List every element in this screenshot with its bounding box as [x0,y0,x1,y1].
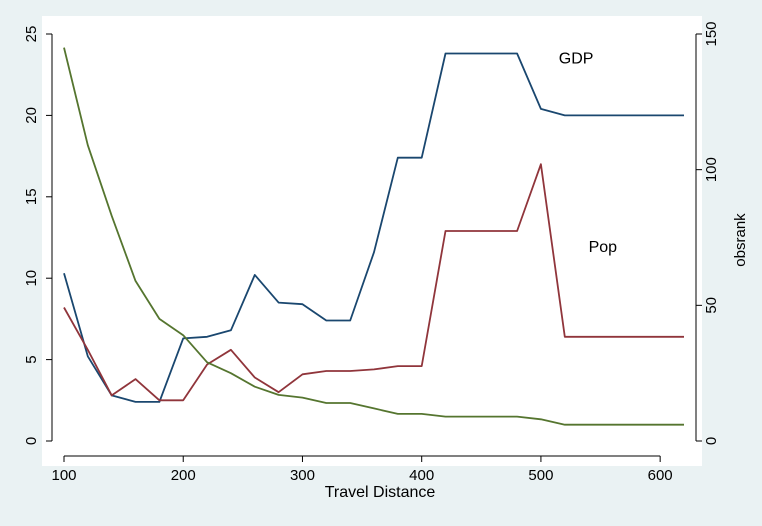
y-right-tick-label: 100 [703,157,720,182]
series-layer: GDP Pop [63,47,684,426]
series-3-line [63,47,684,426]
gdp-line [63,52,684,403]
annotation-gdp: GDP [559,50,594,67]
x-axis-title: Travel Distance [325,484,436,501]
y-left-tick-label: 20 [23,107,40,124]
pop-line [63,163,684,402]
y-left-tick-label: 10 [23,270,40,287]
y-left-tick-label: 5 [23,355,40,363]
plot-background [42,16,702,466]
x-tick-label: 500 [528,467,553,484]
x-tick-label: 200 [171,467,196,484]
y-left-tick-label: 0 [23,437,40,445]
axes-layer: 0 5 10 15 20 25 0 50 100 150 100 200 300 400 500 600 [23,21,720,484]
x-tick-label: 400 [409,467,434,484]
x-tick-label: 100 [51,467,76,484]
y-axis-right-title: obsrank [732,213,749,267]
y-right-tick-label: 150 [703,21,720,46]
y-right-tick-label: 50 [703,297,720,314]
y-left-tick-label: 15 [23,188,40,205]
annotation-pop: Pop [589,239,618,256]
x-tick-label: 300 [290,467,315,484]
y-right-tick-label: 0 [703,437,720,445]
y-left-tick-label: 25 [23,26,40,43]
x-tick-label: 600 [648,467,673,484]
